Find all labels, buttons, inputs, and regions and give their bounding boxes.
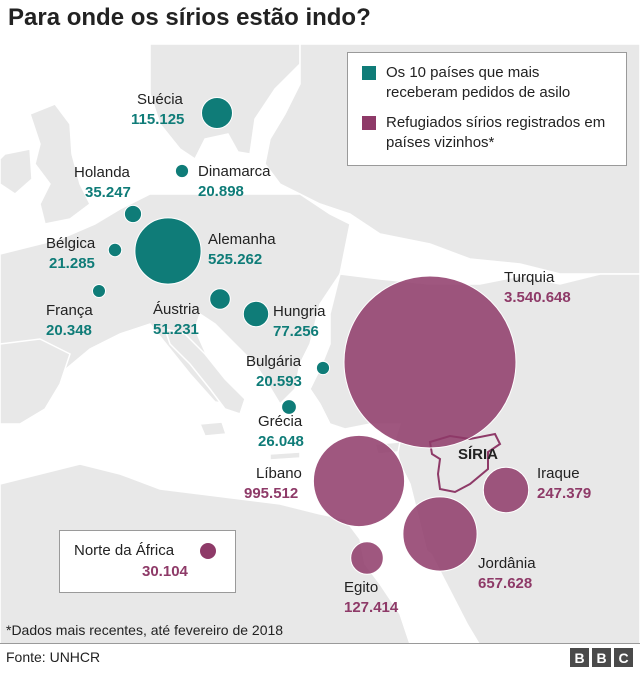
- label-hungria: Hungria: [273, 303, 326, 320]
- bubble-turquia: [343, 275, 517, 449]
- value-dinamarca: 20.898: [198, 183, 244, 200]
- land-crete: [269, 451, 301, 461]
- legend: Os 10 países que mais receberam pedidos …: [347, 52, 627, 166]
- map-title: Para onde os sírios estão indo?: [8, 4, 371, 31]
- label-syria: SÍRIA: [458, 446, 499, 463]
- land-iberia: [0, 338, 71, 425]
- bubble-hungria: [242, 300, 270, 328]
- value-turquia: 3.540.648: [504, 289, 571, 306]
- value-hungria: 77.256: [273, 323, 319, 340]
- label-dinamarca: Dinamarca: [198, 163, 271, 180]
- label-grecia: Grécia: [258, 413, 303, 430]
- value-suecia: 115.125: [131, 111, 185, 128]
- bbc-logo-letter: B: [570, 648, 589, 667]
- bubble-alemanha: [134, 217, 202, 285]
- legend-item-asylum: Os 10 países que mais receberam pedidos …: [362, 63, 612, 103]
- land-ireland: [0, 148, 33, 195]
- legend-item-refugees: Refugiados sírios registrados em países …: [362, 113, 626, 153]
- north-africa-bubble: [200, 543, 216, 559]
- land-uk: [29, 103, 91, 225]
- legend-swatch-purple: [362, 116, 376, 130]
- bubble-frança: [92, 284, 106, 298]
- bubble-egito: [350, 541, 384, 575]
- label-north-africa: Norte da África: [74, 542, 175, 559]
- bubble-jordânia: [402, 496, 478, 572]
- label-suecia: Suécia: [137, 91, 183, 108]
- legend-label-asylum: Os 10 países que mais receberam pedidos …: [386, 64, 571, 101]
- bubble-suécia: [201, 97, 233, 129]
- north-africa-box: Norte da África 30.104: [59, 530, 236, 593]
- value-egito: 127.414: [344, 599, 399, 616]
- footnote: *Dados mais recentes, até fevereiro de 2…: [6, 622, 284, 638]
- value-iraque: 247.379: [537, 485, 592, 502]
- legend-swatch-teal: [362, 66, 376, 80]
- value-bulgaria: 20.593: [256, 373, 302, 390]
- value-austria: 51.231: [153, 321, 199, 338]
- bbc-logo: B B C: [570, 648, 633, 667]
- bubble-bulgária: [315, 360, 331, 376]
- value-holanda: 35.247: [85, 184, 131, 201]
- value-grecia: 26.048: [258, 433, 304, 450]
- bubble-áustria: [209, 288, 231, 310]
- bbc-logo-letter: B: [592, 648, 611, 667]
- label-franca: França: [46, 302, 93, 319]
- label-belgica: Bélgica: [46, 235, 96, 252]
- legend-label-refugees: Refugiados sírios registrados em países …: [386, 114, 606, 151]
- label-iraque: Iraque: [537, 465, 580, 482]
- label-turquia: Turquia: [504, 269, 555, 286]
- bubble-iraque: [482, 466, 530, 514]
- label-egito: Egito: [344, 579, 379, 596]
- syria-outline: [428, 432, 502, 494]
- label-libano: Líbano: [256, 465, 302, 482]
- value-franca: 20.348: [46, 322, 92, 339]
- land-sicily: [198, 421, 228, 437]
- footer-divider: [0, 643, 640, 644]
- value-north-africa: 30.104: [142, 563, 188, 580]
- label-austria: Áustria: [153, 301, 200, 318]
- bbc-logo-letter: C: [614, 648, 633, 667]
- value-belgica: 21.285: [49, 255, 95, 272]
- bubble-líbano: [312, 434, 406, 528]
- value-libano: 995.512: [244, 485, 299, 502]
- source-text: Fonte: UNHCR: [6, 649, 101, 665]
- bubble-bélgica: [107, 242, 123, 258]
- bubble-grécia: [281, 399, 297, 415]
- label-jordania: Jordânia: [478, 555, 536, 572]
- label-alemanha: Alemanha: [208, 231, 276, 248]
- label-bulgaria: Bulgária: [246, 353, 302, 370]
- value-jordania: 657.628: [478, 575, 533, 592]
- land-europe: [0, 193, 351, 415]
- bubble-dinamarca: [174, 163, 190, 179]
- land-italy: [163, 327, 246, 415]
- label-holanda: Holanda: [74, 164, 130, 181]
- bubble-holanda: [123, 204, 143, 224]
- value-alemanha: 525.262: [208, 251, 263, 268]
- bubbles-layer: [92, 97, 530, 575]
